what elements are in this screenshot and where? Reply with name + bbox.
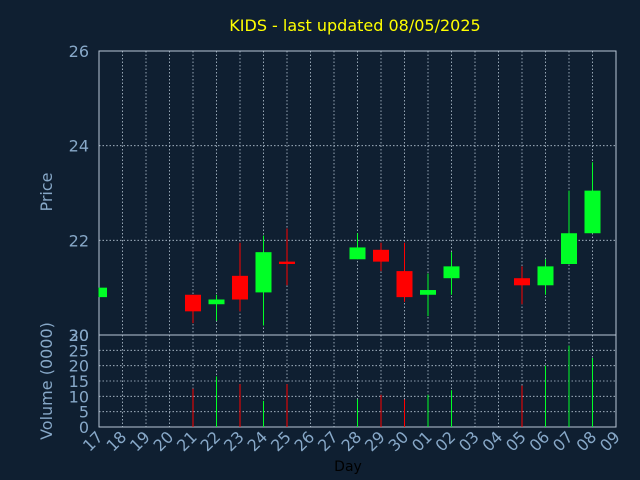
candle-body — [373, 249, 389, 262]
candle-body — [185, 294, 201, 312]
candlestick-series — [98, 162, 601, 326]
price-y-tick-labels: 20 22 24 26 — [69, 42, 89, 345]
price-grid — [98, 50, 617, 336]
price-y-tick-label: 24 — [69, 137, 89, 156]
candle-body — [396, 271, 413, 298]
volume-y-tick-label: 0 — [79, 418, 89, 437]
price-y-tick-label: 20 — [69, 326, 89, 345]
candle-23 — [232, 242, 248, 312]
candle-07 — [561, 190, 577, 264]
candle-05 — [514, 266, 530, 305]
volume-y-tick-label: 5 — [79, 403, 89, 422]
candle-21 — [185, 294, 201, 324]
chart-title: KIDS - last updated 08/05/2025 — [229, 16, 480, 35]
candle-body — [99, 287, 107, 298]
candle-29 — [373, 242, 389, 272]
volume-axis-label: Volume (0000) — [37, 322, 56, 440]
candle-02 — [443, 252, 460, 295]
candle-body — [208, 299, 225, 305]
candle-22 — [208, 294, 225, 321]
volume-y-tick-label: 15 — [69, 372, 89, 391]
candle-08 — [584, 162, 601, 234]
x-axis-label: Day — [334, 459, 362, 475]
volume-y-tick-label: 10 — [69, 387, 89, 406]
candle-25 — [279, 228, 295, 286]
candle-body — [584, 190, 601, 234]
candle-body — [349, 247, 366, 260]
candle-06 — [537, 259, 554, 295]
candle-17 — [98, 287, 107, 298]
volume-y-tick-label: 25 — [69, 341, 89, 360]
candle-body — [514, 278, 530, 286]
price-y-tick-label: 22 — [69, 231, 89, 250]
candle-body — [443, 266, 460, 279]
price-y-tick-label: 26 — [69, 42, 89, 61]
price-axis-label: Price — [37, 172, 56, 211]
candle-24 — [255, 235, 272, 326]
volume-bar-series — [192, 345, 593, 427]
candle-01 — [420, 273, 436, 317]
candle-28 — [349, 233, 366, 260]
x-tick-labels: 1718192021222324252627282930010203040506… — [79, 427, 624, 455]
volume-y-tick-label: 30 — [69, 326, 89, 345]
candle-body — [537, 266, 554, 286]
candle-30 — [396, 242, 413, 302]
candle-body — [561, 233, 577, 264]
candle-body — [279, 261, 295, 264]
x-tick-label: 09 — [596, 427, 624, 455]
volume-y-tick-label: 20 — [69, 357, 89, 376]
candle-body — [232, 275, 248, 300]
candle-body — [255, 252, 272, 293]
candle-body — [420, 290, 436, 295]
